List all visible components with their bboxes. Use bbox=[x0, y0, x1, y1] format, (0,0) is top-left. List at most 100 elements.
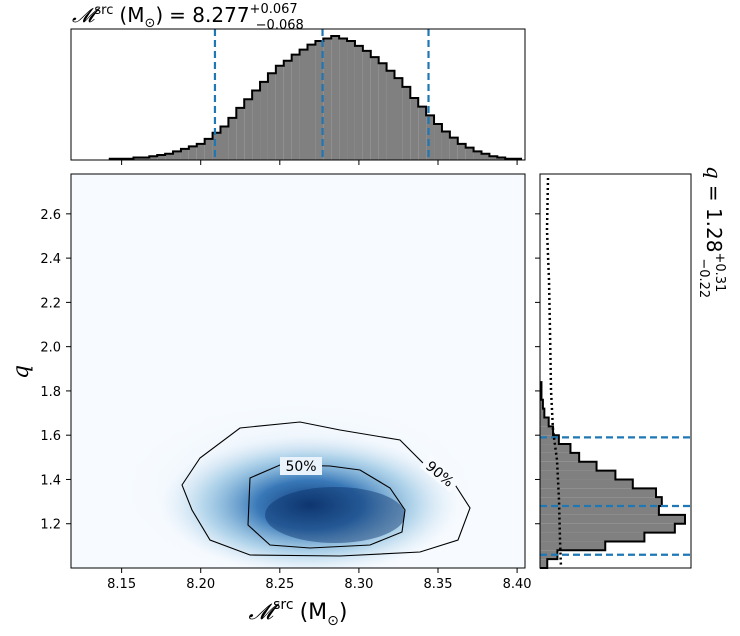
y-tick-label: 2.2 bbox=[40, 296, 61, 311]
x-hist-bar bbox=[196, 143, 205, 160]
x-axis-ticks: 8.15 8.20 8.25 8.30 8.35 8.40 bbox=[107, 160, 532, 592]
contour-50-label: 50% bbox=[285, 459, 316, 475]
y-hist-bar bbox=[540, 461, 597, 471]
x-tick-label: 8.25 bbox=[265, 577, 294, 592]
top-title: 𝓜src (M⊙) = 8.277+0.067 −0.068 bbox=[72, 2, 304, 33]
main-panel-frame bbox=[70, 173, 526, 569]
x-hist-bar bbox=[434, 124, 442, 160]
x-hist-bar bbox=[449, 137, 458, 160]
x-tick-label: 8.15 bbox=[107, 577, 136, 592]
top-title-upper: +0.067 bbox=[250, 2, 298, 17]
x-hist-bar bbox=[331, 36, 340, 160]
x-hist-bar bbox=[165, 153, 174, 160]
y-hist-bar bbox=[540, 426, 554, 436]
x-hist-bar bbox=[497, 157, 506, 160]
x-hist-bar bbox=[481, 153, 490, 160]
y-hist-bar bbox=[540, 523, 675, 533]
contour-90-label-bg bbox=[419, 453, 462, 493]
y-hist-bar bbox=[540, 399, 543, 409]
x-hist-bar bbox=[339, 38, 348, 161]
x-hist-bar bbox=[133, 157, 142, 160]
x-hist-bar bbox=[402, 86, 411, 160]
x-hist-bar bbox=[275, 65, 284, 160]
y-axis-ticks: 1.2 1.4 1.6 1.8 2.0 2.2 2.4 2.6 bbox=[40, 208, 540, 533]
side-title-upper: +0.31 bbox=[712, 252, 727, 292]
x-hist-bar bbox=[188, 146, 197, 160]
contour-90 bbox=[181, 421, 471, 557]
x-hist-bar bbox=[418, 106, 427, 160]
x-tick-label: 8.40 bbox=[503, 577, 532, 592]
y-tick-label: 1.2 bbox=[40, 518, 61, 533]
x-hist-bar bbox=[260, 81, 268, 160]
y-hist-bar bbox=[540, 559, 548, 568]
y-hist-bar bbox=[540, 550, 558, 560]
y-hist-bar bbox=[540, 408, 545, 418]
contour-50-label-bg bbox=[280, 457, 322, 475]
x-hist-bar bbox=[267, 73, 276, 160]
x-hist-bar bbox=[323, 38, 332, 161]
x-hist-bar bbox=[378, 63, 387, 160]
x-hist-bar bbox=[204, 138, 213, 160]
top-title-superscript: src bbox=[94, 3, 113, 18]
x-hist-bar bbox=[473, 151, 482, 160]
y-hist-bar bbox=[540, 506, 659, 515]
x-hist-bar bbox=[410, 98, 419, 160]
y-hist-outline bbox=[540, 381, 686, 569]
x-hist-bar bbox=[426, 115, 435, 160]
y-tick-label: 1.8 bbox=[40, 385, 61, 400]
x-marginal-histogram bbox=[108, 29, 523, 161]
top-title-unit-close: ) bbox=[155, 3, 163, 27]
x-hist-outline bbox=[108, 35, 523, 160]
side-title-value: = 1.28 bbox=[702, 185, 726, 253]
x-hist-bar bbox=[149, 156, 158, 160]
x-hist-bar bbox=[228, 117, 237, 160]
density-core bbox=[160, 435, 460, 568]
x-hist-bar bbox=[441, 131, 450, 160]
x-hist-bar bbox=[157, 155, 166, 160]
x-hist-bar bbox=[180, 148, 189, 160]
x-axis-label-unit-close: ) bbox=[339, 600, 348, 625]
side-title: q = 1.28+0.31−0.22 bbox=[696, 166, 727, 298]
x-hist-bar bbox=[489, 156, 498, 160]
y-marginal-frame bbox=[539, 173, 692, 569]
density-peak bbox=[265, 487, 405, 543]
x-hist-bar bbox=[354, 45, 363, 160]
y-hist-bar bbox=[540, 514, 685, 524]
x-tick-label: 8.30 bbox=[344, 577, 373, 592]
y-hist-bar bbox=[540, 497, 662, 507]
x-axis-label: 𝓜src (M⊙) bbox=[249, 597, 348, 629]
x-hist-bar bbox=[291, 54, 300, 160]
y-tick-label: 2.0 bbox=[40, 341, 61, 356]
x-hist-bar bbox=[457, 143, 466, 160]
x-hist-bar bbox=[370, 57, 379, 160]
svg-text:q= 1.28+0.31−0.22: q = 1.28+0.31−0.22 bbox=[696, 166, 727, 298]
x-hist-bar bbox=[465, 147, 474, 160]
y-tick-label: 1.6 bbox=[40, 429, 61, 444]
y-hist-bar bbox=[540, 479, 633, 489]
x-hist-bar bbox=[252, 90, 261, 160]
y-hist-bar bbox=[540, 541, 606, 551]
x-hist-bar bbox=[394, 78, 403, 160]
y-hist-bar bbox=[540, 435, 559, 445]
x-axis-label-unit-open: (M bbox=[300, 600, 328, 625]
top-title-lower: −0.068 bbox=[256, 18, 304, 33]
y-tick-label: 2.4 bbox=[40, 252, 61, 267]
side-title-symbol: q bbox=[702, 166, 726, 179]
x-hist-bar bbox=[307, 44, 316, 160]
x-hist-bar bbox=[141, 157, 150, 160]
x-hist-bar bbox=[347, 40, 355, 160]
x-hist-bar bbox=[236, 107, 245, 160]
x-hist-bar bbox=[283, 60, 292, 160]
x-tick-label: 8.20 bbox=[186, 577, 215, 592]
y-hist-bar bbox=[540, 532, 645, 542]
y-hist-bar bbox=[540, 488, 656, 498]
x-axis-label-superscript: src bbox=[273, 597, 293, 613]
top-title-value: = 8.277 bbox=[169, 3, 249, 27]
x-hist-bar bbox=[173, 151, 181, 160]
top-title-unit-sub: ⊙ bbox=[144, 16, 155, 31]
y-marginal-histogram bbox=[540, 381, 691, 569]
y-tick-label: 2.6 bbox=[40, 208, 61, 223]
y-hist-bar bbox=[540, 452, 580, 462]
y-axis-label: q bbox=[9, 365, 34, 379]
